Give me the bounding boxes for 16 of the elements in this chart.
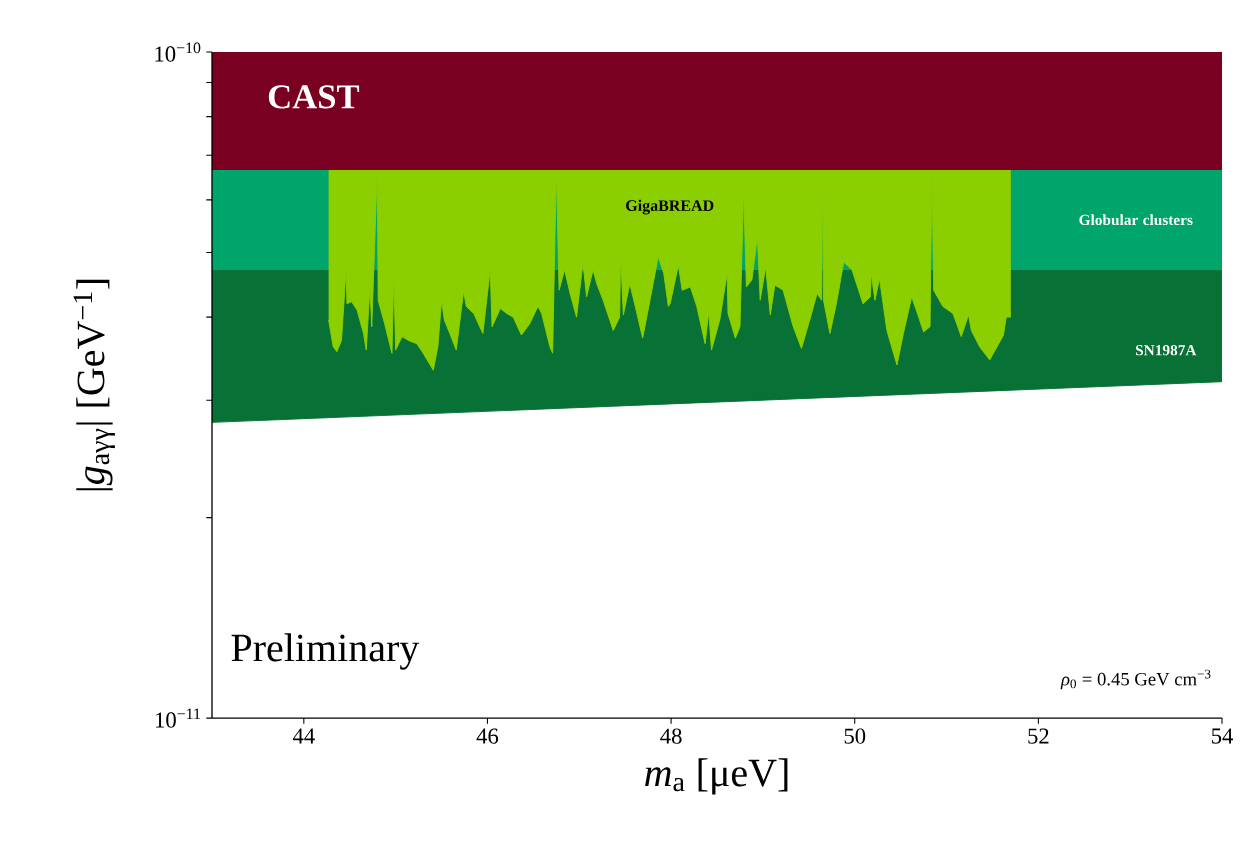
annotation: Preliminary (231, 633, 420, 670)
y-axis-title: |g$_{aγγ}$| [GeV$^{−1}$] (73, 279, 115, 491)
x-axis-title: m$_{a}$ [μeV] (645, 758, 788, 795)
x-tick-label: 52 (1028, 728, 1049, 744)
x-tick-label: 48 (660, 728, 682, 744)
x-tick-label: 50 (844, 728, 866, 744)
x-tick-label: 54 (1212, 728, 1233, 744)
band-label: Globular clusters (1079, 214, 1193, 226)
y-tick-label: 10$^{−11}$ (156, 708, 200, 728)
series-label: SN1987A (1135, 345, 1197, 356)
band-label: CAST (268, 85, 360, 109)
x-tick-label: 44 (292, 728, 315, 744)
series-label: GigaBREAD (626, 199, 714, 215)
annotation: ρ$_{0}$ = 0.45 GeV cm$^{−3}$ (1060, 669, 1211, 690)
x-tick-label: 46 (476, 728, 499, 744)
y-tick-label: 10$^{−10}$ (155, 42, 201, 62)
